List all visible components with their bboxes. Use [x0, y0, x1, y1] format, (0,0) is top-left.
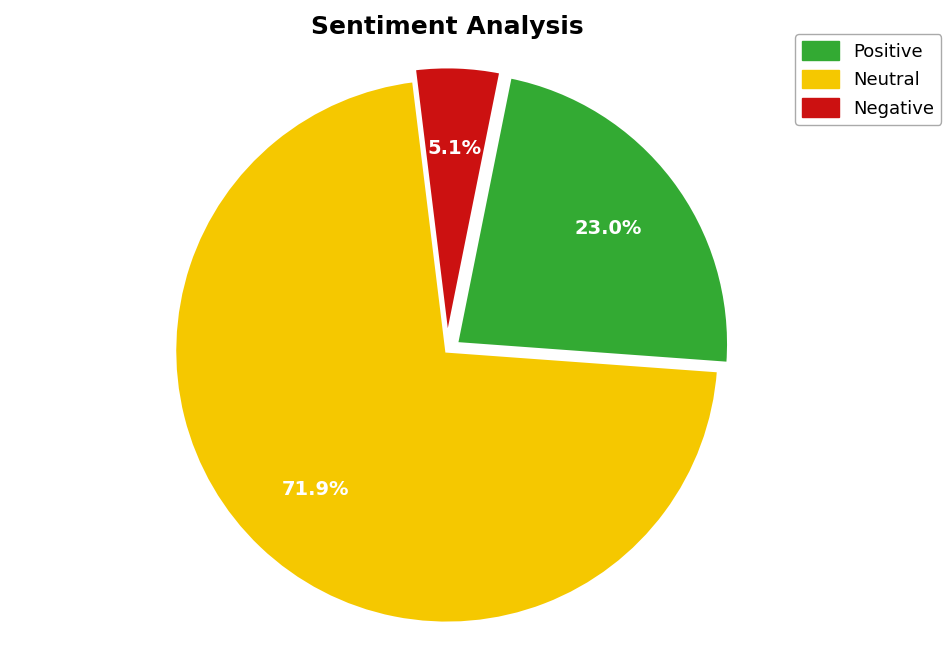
Text: 23.0%: 23.0% — [575, 219, 642, 238]
Wedge shape — [175, 81, 718, 624]
Title: Sentiment Analysis: Sentiment Analysis — [311, 15, 583, 39]
Legend: Positive, Neutral, Negative: Positive, Neutral, Negative — [795, 34, 941, 125]
Wedge shape — [456, 77, 729, 363]
Wedge shape — [414, 67, 501, 339]
Text: 71.9%: 71.9% — [282, 479, 350, 498]
Text: 5.1%: 5.1% — [428, 139, 482, 158]
